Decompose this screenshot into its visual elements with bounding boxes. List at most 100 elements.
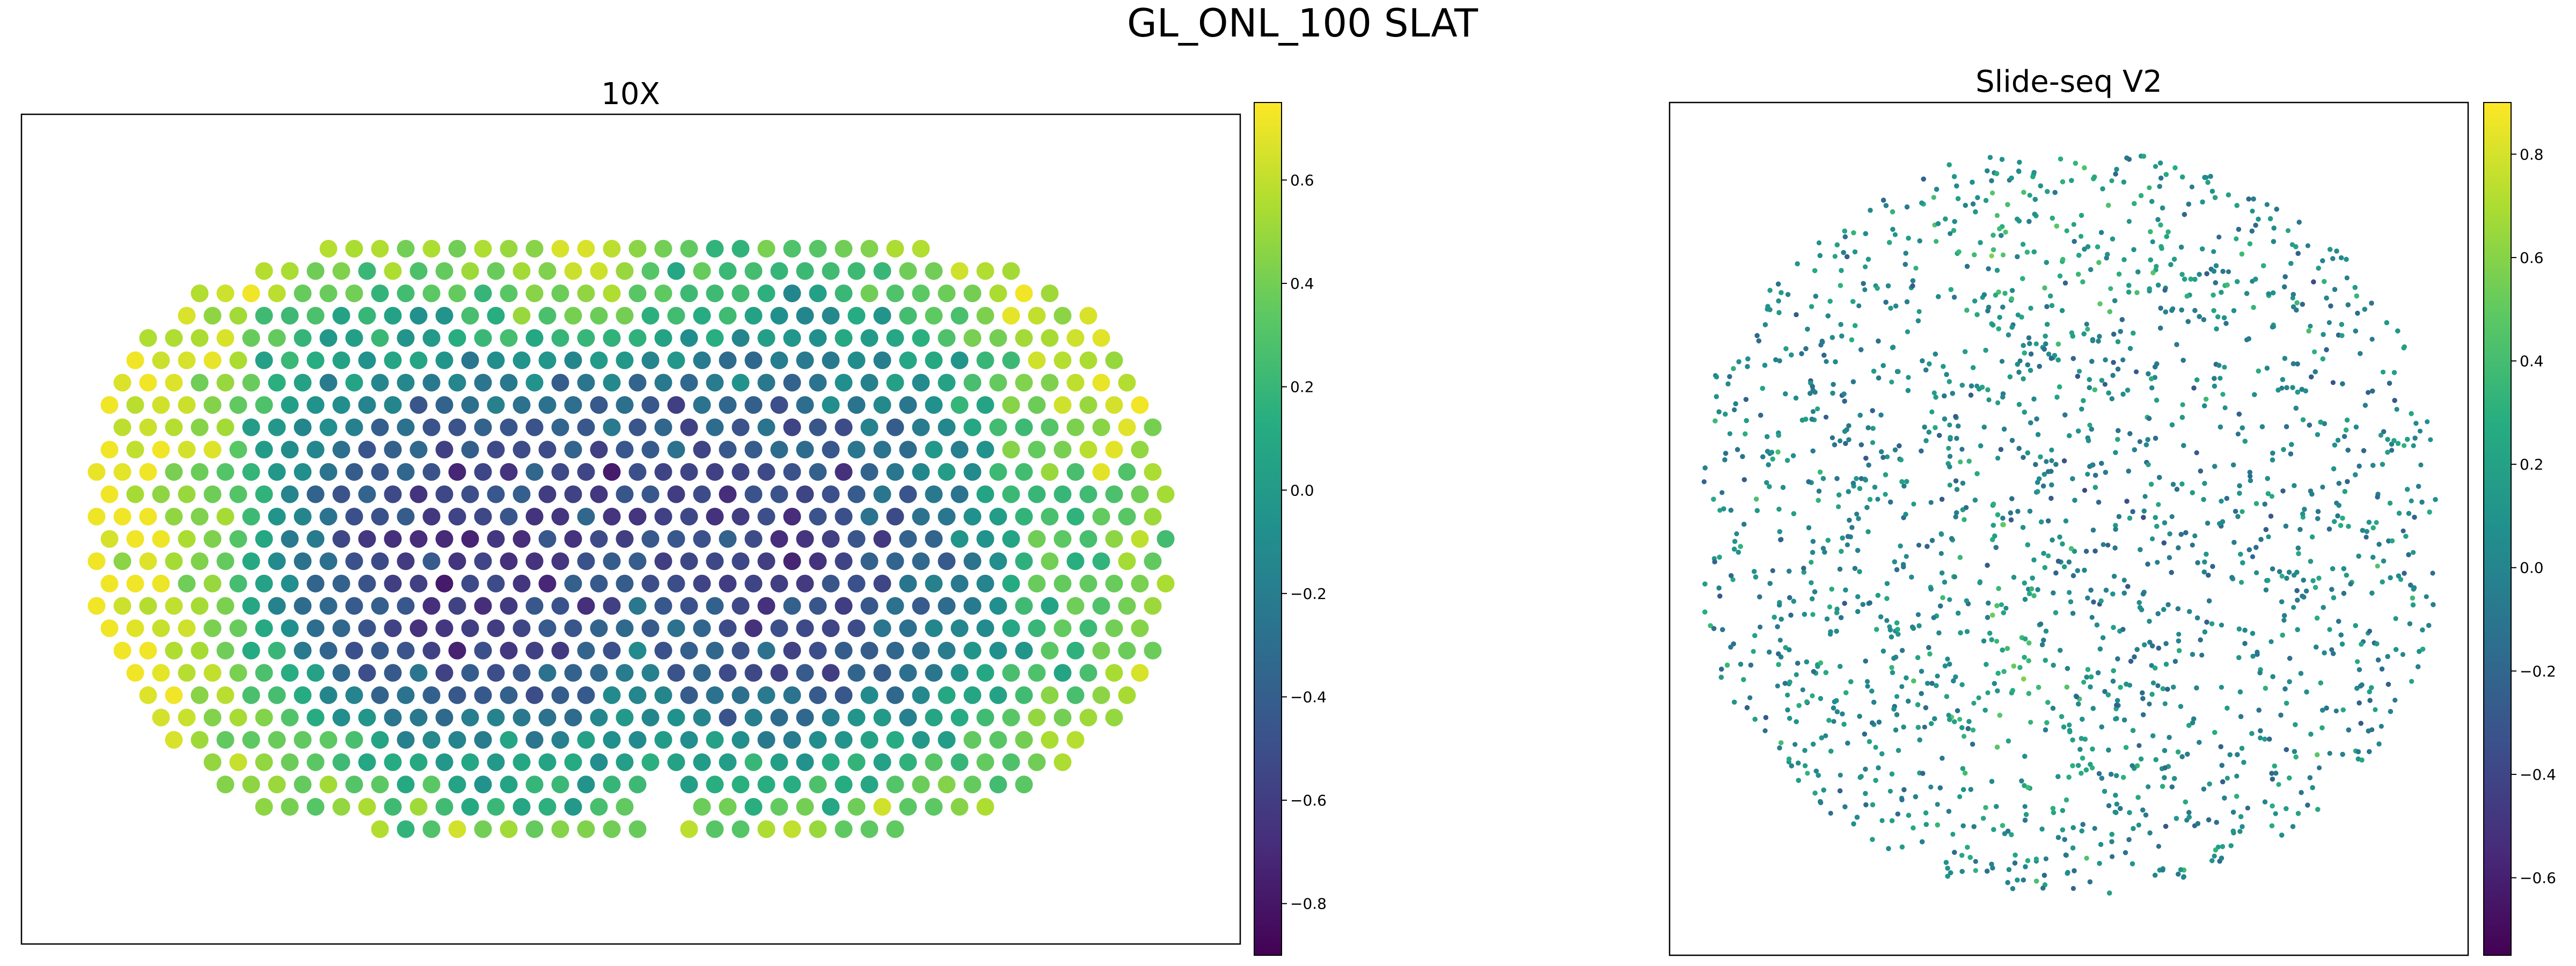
spot xyxy=(319,508,338,526)
spot xyxy=(744,574,763,592)
bead xyxy=(2155,560,2160,565)
bead xyxy=(2105,543,2111,548)
spot xyxy=(731,329,750,347)
spot xyxy=(126,574,144,592)
spot xyxy=(255,351,273,369)
spot xyxy=(603,463,621,481)
spot xyxy=(809,329,827,347)
spot xyxy=(422,597,441,615)
spot xyxy=(1028,708,1046,727)
spot xyxy=(474,597,492,615)
spot xyxy=(513,619,531,638)
spot xyxy=(513,530,531,548)
spot xyxy=(731,284,750,303)
spot xyxy=(1002,619,1020,638)
spot xyxy=(1015,731,1033,749)
bead xyxy=(1976,695,1981,700)
spot xyxy=(976,396,994,414)
spot xyxy=(1028,306,1046,325)
spot xyxy=(847,574,866,592)
spot xyxy=(384,530,402,548)
spot xyxy=(757,418,775,436)
spot xyxy=(178,351,196,369)
spot xyxy=(577,374,595,392)
bead xyxy=(1785,692,1790,698)
spot xyxy=(1066,597,1085,615)
spot xyxy=(654,463,672,481)
spot xyxy=(744,753,763,771)
bead xyxy=(2224,775,2230,781)
spot xyxy=(706,463,724,481)
spot xyxy=(847,262,866,280)
spot xyxy=(912,775,930,794)
bead xyxy=(1913,266,1919,271)
spot xyxy=(255,753,273,771)
spot xyxy=(628,775,647,794)
spot xyxy=(847,351,866,369)
spot xyxy=(294,508,312,526)
spot xyxy=(332,708,350,727)
spot xyxy=(731,374,750,392)
bead xyxy=(2326,320,2332,325)
spot xyxy=(1002,708,1020,727)
bead xyxy=(2264,202,2270,207)
spot xyxy=(139,686,157,704)
spot xyxy=(500,686,518,704)
spot xyxy=(590,262,608,280)
spot xyxy=(422,820,441,838)
bead xyxy=(1719,490,1725,495)
bead xyxy=(2222,405,2228,411)
spot xyxy=(435,441,453,459)
spot xyxy=(500,463,518,481)
spot xyxy=(358,396,376,414)
bead xyxy=(2028,720,2033,725)
spot xyxy=(628,731,647,749)
bead xyxy=(1873,744,1878,750)
spot xyxy=(976,574,994,592)
bead xyxy=(1957,794,1963,800)
bead xyxy=(2369,336,2375,342)
spot xyxy=(706,418,724,436)
spot xyxy=(976,664,994,682)
spot xyxy=(886,508,904,526)
spot xyxy=(358,753,376,771)
spot xyxy=(719,262,737,280)
spot xyxy=(165,508,183,526)
spot xyxy=(435,664,453,682)
spot xyxy=(139,597,157,615)
spot xyxy=(242,597,260,615)
spot xyxy=(616,396,634,414)
spot xyxy=(500,597,518,615)
bead xyxy=(1856,303,1862,309)
bead xyxy=(1879,818,1885,823)
spot xyxy=(912,329,930,347)
spot xyxy=(203,753,222,771)
spot xyxy=(796,351,814,369)
spot xyxy=(1002,396,1020,414)
spot xyxy=(1015,552,1033,570)
spot xyxy=(384,753,402,771)
spot xyxy=(525,731,544,749)
spot xyxy=(448,284,466,303)
spot xyxy=(757,552,775,570)
spot xyxy=(989,775,1007,794)
spot xyxy=(178,485,196,503)
spot xyxy=(1002,441,1020,459)
spot xyxy=(873,797,891,816)
spot xyxy=(822,351,840,369)
spot xyxy=(371,284,389,303)
spot xyxy=(1041,284,1059,303)
spot xyxy=(950,664,969,682)
spot xyxy=(1079,664,1097,682)
spot xyxy=(165,374,183,392)
spot xyxy=(590,574,608,592)
spot xyxy=(925,351,943,369)
spot xyxy=(822,530,840,548)
spot xyxy=(770,753,788,771)
spot xyxy=(191,463,209,481)
spot xyxy=(422,284,441,303)
spot xyxy=(654,418,672,436)
spot xyxy=(268,597,286,615)
spot xyxy=(500,775,518,794)
spot xyxy=(1066,463,1085,481)
